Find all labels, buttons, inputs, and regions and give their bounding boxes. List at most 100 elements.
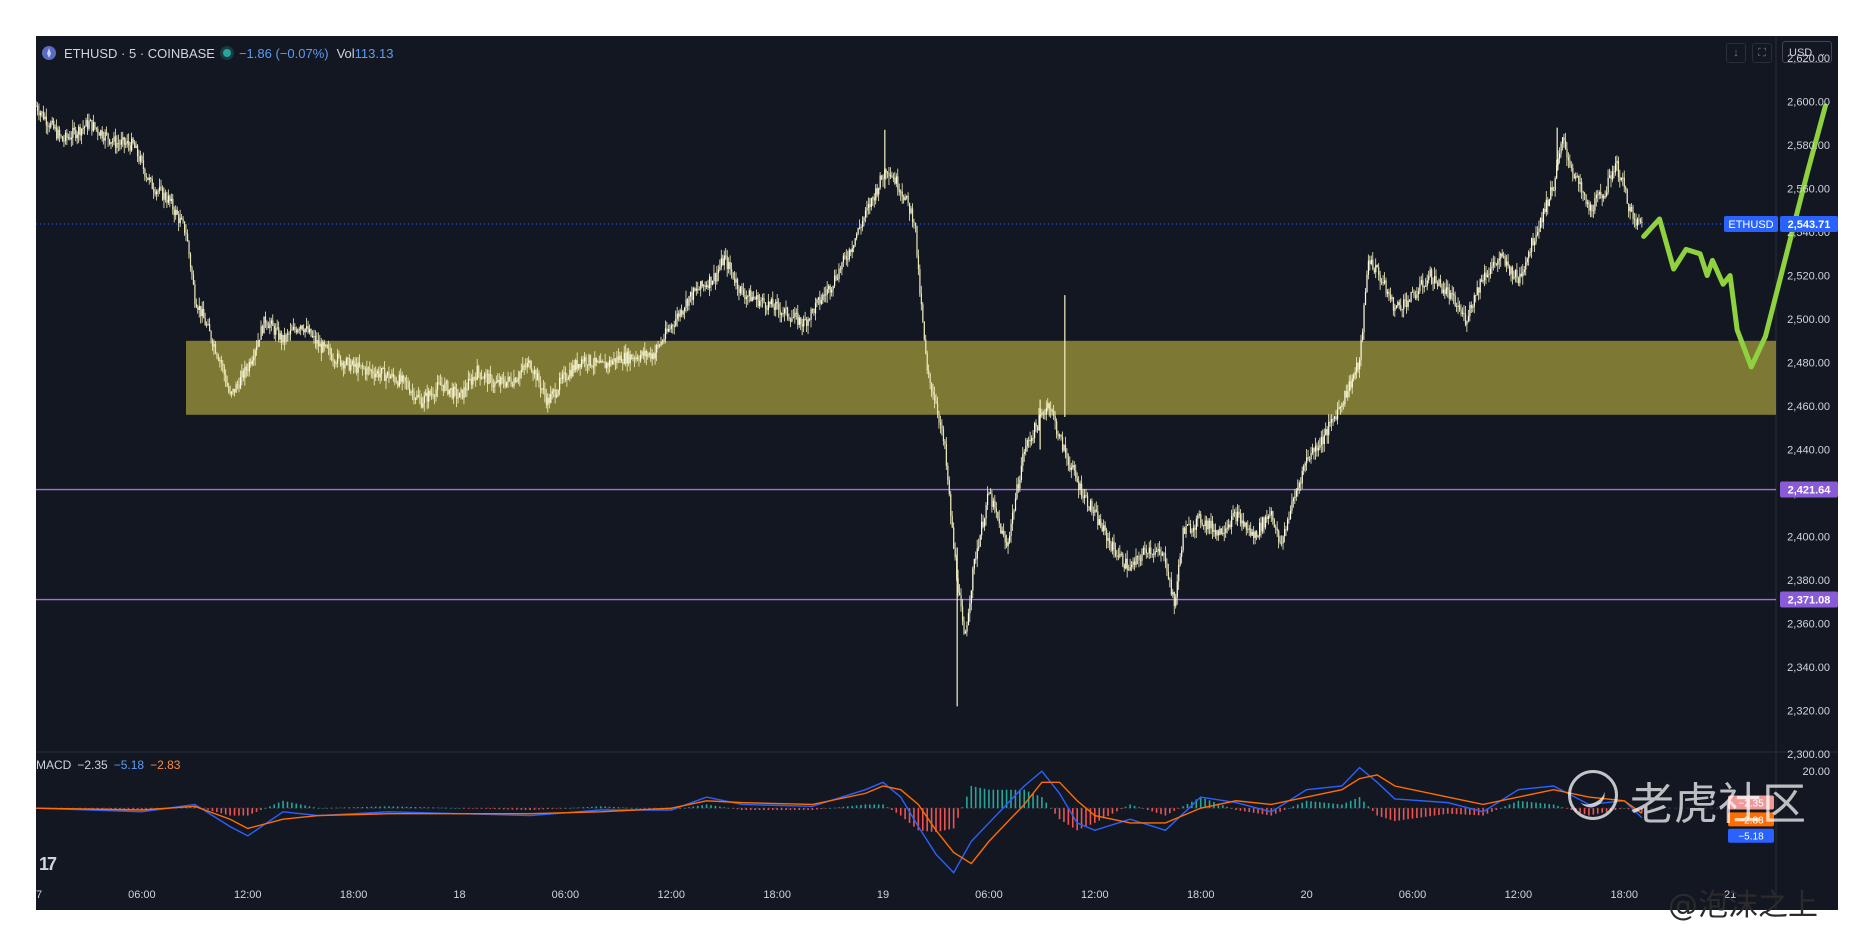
candle-body	[479, 372, 481, 379]
candle-body	[39, 112, 42, 116]
candle-body	[966, 625, 968, 632]
candle-body	[785, 307, 787, 309]
candle-body	[286, 333, 289, 335]
candle-body	[1031, 438, 1033, 442]
candle-body	[742, 289, 745, 295]
candle-body	[995, 508, 997, 512]
candle-body	[1632, 211, 1634, 220]
candle-body	[185, 232, 187, 235]
candle-body	[763, 298, 765, 303]
macd-hist-bar	[1310, 801, 1312, 809]
candle-body	[1113, 541, 1115, 550]
symbol-label[interactable]: ETHUSD · 5 · COINBASE	[64, 45, 215, 61]
macd-hist-bar	[895, 808, 898, 813]
candle-body	[131, 138, 133, 151]
macd-hist-bar	[374, 806, 377, 809]
candle-body	[1461, 312, 1464, 315]
candle-body	[628, 351, 630, 364]
candle-body	[834, 275, 836, 286]
candle-body	[1335, 416, 1337, 420]
candle-body	[64, 132, 67, 141]
candle-body	[361, 365, 364, 369]
candle-body	[659, 344, 661, 346]
macd-hist-bar	[736, 808, 739, 810]
chart-header: ETHUSD · 5 · COINBASE −1.86 (−0.07%) Vol…	[42, 44, 393, 62]
candle-body	[717, 269, 720, 273]
candle-body	[1488, 273, 1490, 275]
download-icon[interactable]: ↓	[1726, 43, 1746, 63]
macd-hist-bar	[458, 808, 461, 809]
candle-body	[188, 241, 190, 255]
macd-hist-bar	[295, 803, 298, 809]
candle-body	[900, 191, 902, 193]
candle-body	[223, 366, 225, 375]
candle-body	[222, 363, 224, 367]
candle-body	[186, 234, 189, 242]
macd-hist-bar	[908, 808, 911, 823]
macd-hist-bar	[471, 808, 474, 809]
macd-hist-bar	[829, 808, 831, 809]
candle-body	[192, 274, 195, 285]
candle-body	[47, 125, 49, 127]
candle-body	[957, 578, 959, 593]
candle-body	[894, 178, 896, 184]
candle-body	[1386, 291, 1389, 294]
candle-body	[700, 281, 702, 290]
candle-body	[726, 256, 728, 269]
macd-hist-bar	[855, 805, 858, 809]
macd-hist-bar	[529, 808, 531, 810]
candle-body	[1222, 532, 1224, 534]
candle-body	[234, 388, 236, 393]
candle-body	[528, 360, 530, 363]
candle-body	[457, 397, 459, 399]
candle-body	[1501, 253, 1503, 256]
candle-body	[350, 364, 352, 371]
candle-body	[792, 317, 795, 319]
candle-body	[516, 379, 518, 383]
candle-body	[682, 311, 684, 315]
candle-body	[826, 289, 828, 295]
candle-body	[897, 176, 899, 190]
candle-body	[119, 143, 121, 145]
candle-body	[835, 275, 837, 280]
macd-hist-bar	[1173, 808, 1176, 811]
candle-body	[1036, 426, 1039, 431]
macd-hist-bar	[352, 807, 355, 809]
currency-select[interactable]: USD ⌄	[1782, 41, 1832, 63]
candle-body	[684, 307, 686, 312]
time-tick-label: 06:00	[975, 889, 1003, 901]
macd-hist-bar	[1292, 806, 1295, 809]
candle-body	[1520, 273, 1522, 277]
candle-body	[1110, 543, 1112, 551]
candle-body	[322, 342, 324, 353]
candle-body	[851, 248, 853, 253]
macd-hist-bar	[1438, 808, 1440, 815]
market-status-icon[interactable]	[222, 49, 231, 57]
candle-body	[1497, 260, 1499, 265]
fullscreen-icon[interactable]: ⛶	[1752, 43, 1772, 63]
candle-body	[932, 391, 934, 396]
candle-body	[98, 133, 100, 136]
candle-body	[210, 331, 212, 341]
candle-body	[1473, 295, 1475, 307]
current-price-tag: 2,543.71	[1788, 219, 1831, 231]
candle-body	[101, 130, 103, 139]
candle-body	[1534, 241, 1536, 246]
candle-body	[272, 320, 274, 326]
macd-hist-bar	[189, 806, 192, 809]
macd-legend[interactable]: MACD −2.35 −5.18 −2.83	[36, 758, 180, 772]
candle-body	[978, 546, 980, 549]
candle-body	[1523, 269, 1525, 273]
macd-hist-bar	[811, 808, 814, 810]
candle-body	[873, 197, 875, 201]
chart-frame[interactable]: 2,620.00 2,600.00 2,580.00 2,560.00 2,540.00…	[36, 36, 1838, 910]
tradingview-logo[interactable]: 17	[39, 854, 57, 874]
price-chart-svg[interactable]: 2,620.002,600.002,580.002,560.002,540.00…	[36, 36, 1838, 910]
candle-body	[813, 309, 815, 314]
candle-body	[711, 281, 714, 285]
candle-body	[748, 290, 750, 296]
candle-body	[1610, 175, 1612, 180]
macd-hist-bar	[277, 802, 280, 809]
candle-body	[876, 188, 878, 195]
macd-hist-bar	[229, 808, 231, 816]
